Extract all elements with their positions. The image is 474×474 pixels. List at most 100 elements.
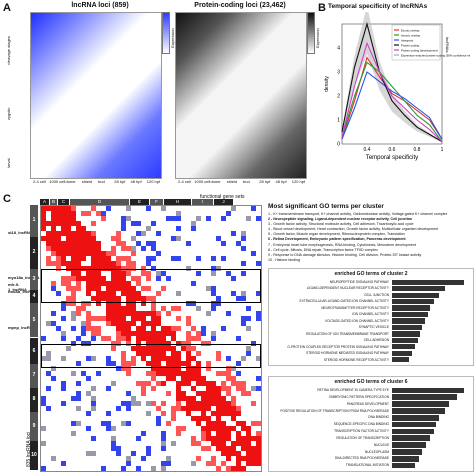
heatmap-cell: [211, 436, 216, 441]
heatmap-cell: [256, 441, 261, 446]
heatmap-cell: [46, 256, 51, 261]
heatmap-cell: [96, 246, 101, 251]
heatmap-cell: [96, 291, 101, 296]
heatmap-cell: [191, 356, 196, 361]
heatmap-cell: [106, 316, 111, 321]
heatmap-cell: [81, 256, 86, 261]
heatmap-cell: [111, 346, 116, 351]
heatmap-cell: [196, 216, 201, 221]
heatmap-cell: [226, 391, 231, 396]
series-line-4: [341, 41, 443, 142]
heatmap-cell: [121, 401, 126, 406]
cluster-block: 7: [30, 364, 38, 388]
heatmap-cell: [76, 311, 81, 316]
heatmap-cell: [116, 316, 121, 321]
heatmap-cell: [176, 351, 181, 356]
heatmap-cell: [201, 341, 206, 346]
heatmap-cell: [146, 446, 151, 451]
heatmap-cell: [211, 441, 216, 446]
heatmap-cell: [66, 236, 71, 241]
x-tick-label: 0.6: [389, 147, 396, 153]
heatmap-cell: [101, 251, 106, 256]
heatmap-cell: [186, 411, 191, 416]
heatmap-cell: [211, 381, 216, 386]
stage-label: bud: [98, 179, 105, 184]
heatmap-cell: [171, 331, 176, 336]
heatmap-cell: [156, 231, 161, 236]
heatmap-cell: [56, 326, 61, 331]
heatmap-cell: [231, 466, 236, 471]
bar-label: NUCLEOPLASM: [364, 449, 389, 454]
bar-value: [392, 394, 457, 401]
heatmap-cell: [86, 391, 91, 396]
heatmap-cell: [166, 331, 171, 336]
heatmap-cell: [61, 206, 66, 211]
heatmap-cell: [161, 351, 166, 356]
series-line-1: [341, 61, 443, 142]
heatmap-cell: [251, 401, 256, 406]
heatmap-cell: [176, 291, 181, 296]
heatmap-cell: [96, 241, 101, 246]
heatmap-cell: [101, 466, 106, 471]
cluster-block: 6: [30, 337, 38, 364]
highlight-box: [41, 344, 261, 368]
bar-value: [392, 337, 418, 343]
heatmap-cell: [76, 336, 81, 341]
heatmap-cell: [96, 276, 101, 281]
heatmap-cell: [176, 431, 181, 436]
heatmap-cell: [126, 341, 131, 346]
heatmap-cell: [216, 301, 221, 306]
heatmap-cell: [151, 316, 156, 321]
heatmap-cell: [111, 286, 116, 291]
heatmap-cell: [66, 261, 71, 266]
heatmap-cell: [86, 286, 91, 291]
heatmap-cell: [76, 231, 81, 236]
heatmap-cell: [166, 356, 171, 361]
bar-value: [392, 318, 426, 324]
bar-label: CELL JUNCTION: [364, 292, 389, 297]
heatmap-cell: [246, 451, 251, 456]
heatmap-cell: [91, 241, 96, 246]
heatmap-cell: [141, 391, 146, 396]
heatmap-cell: [161, 371, 166, 376]
heatmap-cell: [96, 281, 101, 286]
heatmap-cell: [106, 426, 111, 431]
heatmap-cell: [221, 431, 226, 436]
heatmap-cell: [231, 426, 236, 431]
heatmap-cell: [116, 261, 121, 266]
heatmap-cell: [106, 301, 111, 306]
heatmap-cell: [176, 391, 181, 396]
heatmap-cell: [146, 241, 151, 246]
heatmap-cell: [126, 421, 131, 426]
heatmap-cell: [216, 351, 221, 356]
heatmap-cell: [146, 401, 151, 406]
legend-label: Protein-coding (development): [401, 49, 438, 53]
heatmap-cell: [71, 241, 76, 246]
heatmap-cell: [221, 451, 226, 456]
heatmap-cell: [236, 336, 241, 341]
heatmap-cell: [56, 266, 61, 271]
heatmap-cell: [91, 246, 96, 251]
heatmap-cell: [121, 311, 126, 316]
heatmap-cell: [196, 361, 201, 366]
heatmap-cell: [156, 381, 161, 386]
heatmap-cell: [216, 426, 221, 431]
heatmap-cell: [186, 301, 191, 306]
heatmap-cell: [81, 306, 86, 311]
heatmap-cell: [51, 321, 56, 326]
heatmap-cell: [191, 376, 196, 381]
heatmap-cell: [66, 231, 71, 236]
heatmap-cell: [91, 266, 96, 271]
heatmap-cell: [71, 421, 76, 426]
heatmap-cell: [106, 251, 111, 256]
heatmap-cell: [191, 346, 196, 351]
heatmap-cell: [126, 296, 131, 301]
bar-value: [392, 387, 465, 394]
heatmap-cell: [131, 346, 136, 351]
heatmap-cell: [196, 331, 201, 336]
heatmap-cell: [131, 221, 136, 226]
heatmap-cell: [166, 361, 171, 366]
heatmap-cell: [141, 456, 146, 461]
heatmap-cell: [141, 346, 146, 351]
heatmap-cell: [91, 396, 96, 401]
